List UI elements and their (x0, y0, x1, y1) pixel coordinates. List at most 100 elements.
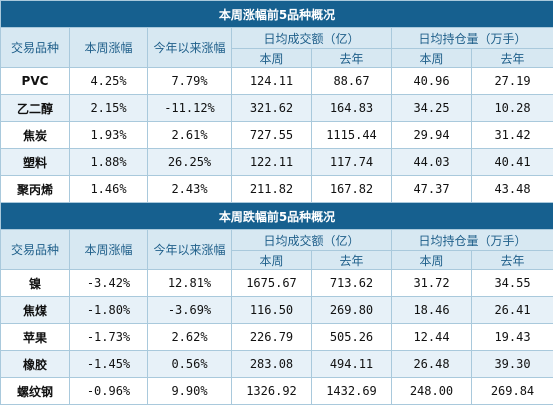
section-title: 本周涨幅前5品种概况 (1, 1, 553, 28)
oi-last-year: 27.19 (472, 68, 553, 95)
volume-last-year: 269.80 (312, 297, 392, 324)
variety-name: 橡胶 (1, 351, 70, 378)
oi-this-week: 29.94 (392, 122, 472, 149)
volume-this-week: 321.62 (232, 95, 312, 122)
gainers-header-row: 交易品种 本周涨幅 今年以来涨幅 日均成交额（亿） 日均持仓量（万手） (1, 28, 553, 49)
oi-last-year: 39.30 (472, 351, 553, 378)
weekly-change: 1.93% (70, 122, 148, 149)
ytd-change: 9.90% (148, 378, 232, 405)
oi-last-year: 269.84 (472, 378, 553, 405)
volume-last-year: 167.82 (312, 176, 392, 203)
header-ytd-change: 今年以来涨幅 (148, 28, 232, 68)
table-row: 焦煤 -1.80% -3.69% 116.50 269.80 18.46 26.… (1, 297, 553, 324)
variety-name: 焦炭 (1, 122, 70, 149)
section-title: 本周跌幅前5品种概况 (1, 203, 553, 230)
header-weekly-change: 本周涨幅 (70, 28, 148, 68)
variety-name: 苹果 (1, 324, 70, 351)
volume-last-year: 164.83 (312, 95, 392, 122)
table-row: PVC 4.25% 7.79% 124.11 88.67 40.96 27.19 (1, 68, 553, 95)
ytd-change: -11.12% (148, 95, 232, 122)
header-avg-oi: 日均持仓量（万手） (392, 28, 553, 49)
oi-this-week: 26.48 (392, 351, 472, 378)
subheader-last-year: 去年 (312, 49, 392, 68)
variety-name: 螺纹钢 (1, 378, 70, 405)
oi-this-week: 31.72 (392, 270, 472, 297)
oi-this-week: 248.00 (392, 378, 472, 405)
volume-last-year: 88.67 (312, 68, 392, 95)
ytd-change: -3.69% (148, 297, 232, 324)
oi-last-year: 19.43 (472, 324, 553, 351)
ytd-change: 7.79% (148, 68, 232, 95)
table-row: 乙二醇 2.15% -11.12% 321.62 164.83 34.25 10… (1, 95, 553, 122)
table-row: 螺纹钢 -0.96% 9.90% 1326.92 1432.69 248.00 … (1, 378, 553, 405)
header-weekly-change: 本周涨幅 (70, 230, 148, 270)
variety-name: 聚丙烯 (1, 176, 70, 203)
weekly-change: -1.45% (70, 351, 148, 378)
table-row: 橡胶 -1.45% 0.56% 283.08 494.11 26.48 39.3… (1, 351, 553, 378)
weekly-change: -0.96% (70, 378, 148, 405)
header-variety: 交易品种 (1, 230, 70, 270)
oi-last-year: 31.42 (472, 122, 553, 149)
oi-this-week: 40.96 (392, 68, 472, 95)
decliners-header-row: 交易品种 本周涨幅 今年以来涨幅 日均成交额（亿） 日均持仓量（万手） (1, 230, 553, 251)
table-row: 焦炭 1.93% 2.61% 727.55 1115.44 29.94 31.4… (1, 122, 553, 149)
volume-this-week: 116.50 (232, 297, 312, 324)
variety-name: 乙二醇 (1, 95, 70, 122)
oi-this-week: 44.03 (392, 149, 472, 176)
table-row: 聚丙烯 1.46% 2.43% 211.82 167.82 47.37 43.4… (1, 176, 553, 203)
header-avg-volume: 日均成交额（亿） (232, 230, 392, 251)
header-avg-volume: 日均成交额（亿） (232, 28, 392, 49)
decliners-title-row: 本周跌幅前5品种概况 (1, 203, 553, 230)
gainers-title-row: 本周涨幅前5品种概况 (1, 1, 553, 28)
volume-last-year: 505.26 (312, 324, 392, 351)
volume-this-week: 283.08 (232, 351, 312, 378)
volume-this-week: 124.11 (232, 68, 312, 95)
variety-name: PVC (1, 68, 70, 95)
table-row: 苹果 -1.73% 2.62% 226.79 505.26 12.44 19.4… (1, 324, 553, 351)
volume-this-week: 226.79 (232, 324, 312, 351)
ytd-change: 12.81% (148, 270, 232, 297)
header-variety: 交易品种 (1, 28, 70, 68)
oi-this-week: 18.46 (392, 297, 472, 324)
ytd-change: 26.25% (148, 149, 232, 176)
oi-this-week: 34.25 (392, 95, 472, 122)
oi-last-year: 26.41 (472, 297, 553, 324)
table-row: 塑料 1.88% 26.25% 122.11 117.74 44.03 40.4… (1, 149, 553, 176)
volume-last-year: 117.74 (312, 149, 392, 176)
variety-name: 塑料 (1, 149, 70, 176)
ytd-change: 2.61% (148, 122, 232, 149)
variety-name: 焦煤 (1, 297, 70, 324)
subheader-last-year: 去年 (312, 251, 392, 270)
volume-this-week: 122.11 (232, 149, 312, 176)
volume-this-week: 1326.92 (232, 378, 312, 405)
volume-last-year: 1115.44 (312, 122, 392, 149)
volume-this-week: 211.82 (232, 176, 312, 203)
ytd-change: 2.62% (148, 324, 232, 351)
header-ytd-change: 今年以来涨幅 (148, 230, 232, 270)
volume-last-year: 713.62 (312, 270, 392, 297)
weekly-change: -3.42% (70, 270, 148, 297)
volume-this-week: 1675.67 (232, 270, 312, 297)
subheader-this-week: 本周 (232, 49, 312, 68)
weekly-change: 1.46% (70, 176, 148, 203)
header-avg-oi: 日均持仓量（万手） (392, 230, 553, 251)
subheader-last-year: 去年 (472, 251, 553, 270)
oi-last-year: 40.41 (472, 149, 553, 176)
ytd-change: 2.43% (148, 176, 232, 203)
table-row: 镍 -3.42% 12.81% 1675.67 713.62 31.72 34.… (1, 270, 553, 297)
oi-this-week: 47.37 (392, 176, 472, 203)
variety-name: 镍 (1, 270, 70, 297)
volume-last-year: 494.11 (312, 351, 392, 378)
weekly-change: -1.73% (70, 324, 148, 351)
weekly-change: -1.80% (70, 297, 148, 324)
oi-this-week: 12.44 (392, 324, 472, 351)
oi-last-year: 43.48 (472, 176, 553, 203)
subheader-this-week: 本周 (392, 49, 472, 68)
weekly-change: 2.15% (70, 95, 148, 122)
volume-last-year: 1432.69 (312, 378, 392, 405)
oi-last-year: 34.55 (472, 270, 553, 297)
ytd-change: 0.56% (148, 351, 232, 378)
volume-this-week: 727.55 (232, 122, 312, 149)
